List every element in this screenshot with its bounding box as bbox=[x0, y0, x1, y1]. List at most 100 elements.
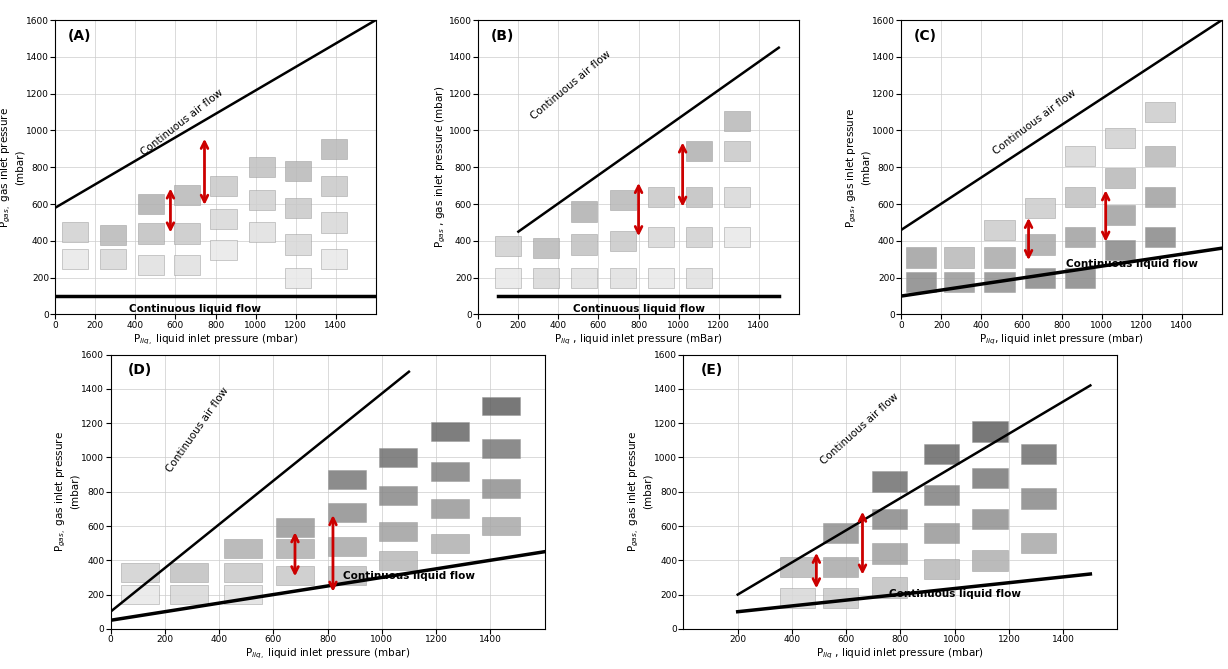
Bar bbox=[872, 577, 907, 598]
Bar bbox=[647, 227, 674, 248]
Bar bbox=[1144, 227, 1175, 248]
Bar bbox=[174, 185, 200, 205]
Bar bbox=[483, 516, 521, 535]
Bar bbox=[823, 587, 858, 608]
Bar bbox=[533, 268, 560, 288]
Bar bbox=[985, 219, 1014, 240]
Bar bbox=[872, 509, 907, 529]
Text: Continuous air flow: Continuous air flow bbox=[140, 88, 225, 158]
Bar bbox=[872, 543, 907, 564]
Bar bbox=[328, 566, 366, 585]
Text: Continuous liquid flow: Continuous liquid flow bbox=[129, 304, 262, 314]
Y-axis label: P$_{gas,}$ gas inlet pressure
(mbar): P$_{gas,}$ gas inlet pressure (mbar) bbox=[0, 107, 25, 227]
Bar bbox=[431, 462, 469, 480]
Bar bbox=[248, 190, 275, 211]
Bar bbox=[171, 563, 209, 582]
Bar bbox=[210, 209, 237, 229]
Bar bbox=[923, 444, 959, 464]
Bar bbox=[1105, 168, 1135, 189]
Bar bbox=[1065, 187, 1094, 207]
Bar bbox=[328, 537, 366, 556]
Bar bbox=[483, 397, 521, 415]
Text: Continuous liquid flow: Continuous liquid flow bbox=[1066, 259, 1197, 269]
Bar bbox=[1024, 197, 1055, 218]
Bar bbox=[321, 212, 346, 233]
Text: Continuous air flow: Continuous air flow bbox=[819, 391, 901, 466]
X-axis label: P$_{liq}$ , liquid inlet pressure (mBar): P$_{liq}$ , liquid inlet pressure (mBar) bbox=[554, 332, 723, 347]
Bar bbox=[171, 585, 209, 604]
Bar bbox=[609, 231, 636, 251]
Bar bbox=[723, 187, 750, 207]
X-axis label: P$_{liq,}$ liquid inlet pressure (mbar): P$_{liq,}$ liquid inlet pressure (mbar) bbox=[244, 647, 410, 661]
Bar bbox=[1144, 187, 1175, 207]
Bar bbox=[1105, 240, 1135, 260]
Bar bbox=[985, 248, 1014, 268]
Text: (B): (B) bbox=[491, 29, 515, 43]
Text: (A): (A) bbox=[68, 29, 92, 43]
Bar bbox=[647, 187, 674, 207]
Bar bbox=[495, 268, 522, 288]
Bar bbox=[379, 522, 418, 541]
Bar bbox=[139, 255, 165, 275]
Bar bbox=[973, 550, 1008, 571]
Text: Continuous liquid flow: Continuous liquid flow bbox=[343, 571, 475, 581]
Bar bbox=[431, 534, 469, 553]
Bar bbox=[1065, 146, 1094, 167]
Bar bbox=[139, 223, 165, 244]
Bar bbox=[63, 249, 88, 270]
Bar bbox=[723, 111, 750, 131]
Bar bbox=[63, 221, 88, 242]
Bar bbox=[285, 197, 311, 218]
Bar bbox=[1022, 533, 1056, 553]
Bar bbox=[1022, 488, 1056, 509]
Bar bbox=[944, 248, 975, 268]
X-axis label: P$_{liq}$, liquid inlet pressure (mbar): P$_{liq}$, liquid inlet pressure (mbar) bbox=[979, 332, 1144, 347]
Bar bbox=[1105, 128, 1135, 148]
Bar bbox=[248, 221, 275, 242]
Text: Continuous air flow: Continuous air flow bbox=[528, 49, 613, 121]
Bar bbox=[1024, 234, 1055, 255]
Bar bbox=[321, 175, 346, 196]
Bar bbox=[780, 587, 815, 608]
Text: (C): (C) bbox=[914, 29, 937, 43]
Bar bbox=[973, 468, 1008, 488]
Bar bbox=[823, 522, 858, 543]
Bar bbox=[431, 500, 469, 518]
Bar bbox=[780, 557, 815, 577]
Y-axis label: P$_{gas}$, gas inlet pressure
(mbar): P$_{gas}$, gas inlet pressure (mbar) bbox=[845, 107, 871, 227]
Text: (D): (D) bbox=[128, 363, 152, 377]
Y-axis label: P$_{gas,}$ gas inlet pressure
(mbar): P$_{gas,}$ gas inlet pressure (mbar) bbox=[626, 432, 653, 552]
Bar bbox=[328, 470, 366, 489]
Bar bbox=[1144, 146, 1175, 167]
Bar bbox=[906, 248, 937, 268]
Bar bbox=[210, 240, 237, 260]
Bar bbox=[101, 249, 126, 270]
Bar bbox=[923, 485, 959, 506]
Bar bbox=[1065, 268, 1094, 288]
Bar bbox=[973, 509, 1008, 529]
Bar bbox=[985, 272, 1014, 292]
Bar bbox=[495, 236, 522, 256]
Bar bbox=[379, 448, 418, 467]
X-axis label: P$_{liq}$ , liquid inlet pressure (mbar): P$_{liq}$ , liquid inlet pressure (mbar) bbox=[817, 647, 985, 661]
Bar bbox=[647, 268, 674, 288]
Bar bbox=[285, 161, 311, 181]
Bar bbox=[174, 223, 200, 244]
Bar bbox=[210, 175, 237, 196]
Text: Continuous liquid flow: Continuous liquid flow bbox=[572, 304, 705, 314]
Bar bbox=[609, 268, 636, 288]
Bar bbox=[685, 187, 712, 207]
Bar bbox=[1022, 444, 1056, 464]
Bar bbox=[906, 272, 937, 292]
Bar bbox=[685, 268, 712, 288]
Text: Continuous liquid flow: Continuous liquid flow bbox=[889, 589, 1020, 599]
Text: Continuous air flow: Continuous air flow bbox=[991, 88, 1078, 156]
Bar bbox=[225, 539, 263, 558]
Bar bbox=[225, 585, 263, 604]
Bar bbox=[122, 563, 160, 582]
Bar bbox=[321, 138, 346, 159]
Y-axis label: P$_{gas,}$ gas inlet pressure
(mbar): P$_{gas,}$ gas inlet pressure (mbar) bbox=[54, 432, 80, 552]
Y-axis label: P$_{gas}$ , gas inlet pressure (mbar): P$_{gas}$ , gas inlet pressure (mbar) bbox=[433, 86, 448, 248]
Bar bbox=[139, 194, 165, 214]
Bar bbox=[483, 440, 521, 458]
